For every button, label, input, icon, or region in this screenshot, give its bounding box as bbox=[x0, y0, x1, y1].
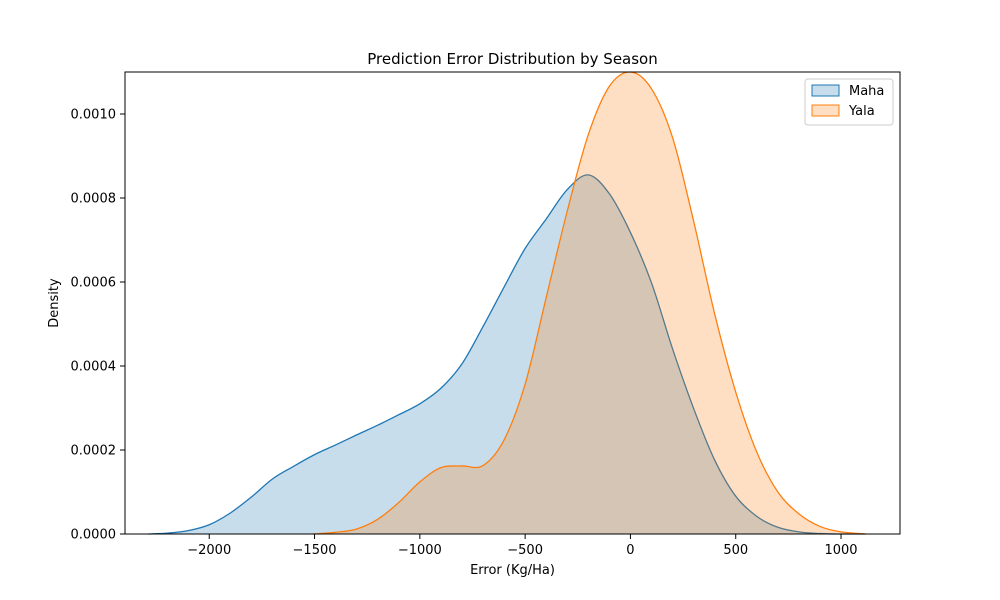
x-axis-label: Error (Kg/Ha) bbox=[470, 563, 555, 578]
y-tick-label: 0.0008 bbox=[71, 192, 117, 207]
area-yala bbox=[312, 71, 867, 534]
x-tick-label: −500 bbox=[507, 543, 543, 558]
legend-label-yala: Yala bbox=[848, 104, 875, 119]
y-tick-label: 0.0002 bbox=[71, 444, 117, 459]
area-maha bbox=[148, 174, 865, 535]
legend-label-maha: Maha bbox=[849, 84, 884, 99]
y-tick-label: 0.0010 bbox=[71, 108, 117, 123]
plot-frame bbox=[124, 71, 901, 535]
axes: −2000 −1500 −1000 −500 0 500 1000 0.0000 0.0002 0… bbox=[71, 71, 901, 558]
y-tick-label: 0.0004 bbox=[71, 360, 117, 375]
x-tick-label: 500 bbox=[723, 543, 748, 558]
y-axis-label: Density bbox=[47, 278, 62, 328]
x-tick-label: −2000 bbox=[187, 543, 231, 558]
y-tick-label: 0.0006 bbox=[71, 276, 117, 291]
line-yala bbox=[312, 71, 867, 535]
legend-swatch-maha bbox=[811, 84, 840, 97]
x-tick-label: 1000 bbox=[824, 543, 857, 558]
line-maha bbox=[148, 174, 865, 535]
x-tick-label: −1000 bbox=[398, 543, 442, 558]
chart-title: Prediction Error Distribution by Season bbox=[367, 50, 658, 68]
x-tick-label: −1500 bbox=[293, 543, 337, 558]
density-areas bbox=[148, 71, 867, 535]
legend: Maha Yala bbox=[804, 78, 894, 126]
y-tick-label: 0.0000 bbox=[71, 528, 117, 543]
legend-box bbox=[804, 78, 894, 126]
x-tick-label: 0 bbox=[626, 543, 634, 558]
legend-swatch-yala bbox=[811, 104, 840, 117]
